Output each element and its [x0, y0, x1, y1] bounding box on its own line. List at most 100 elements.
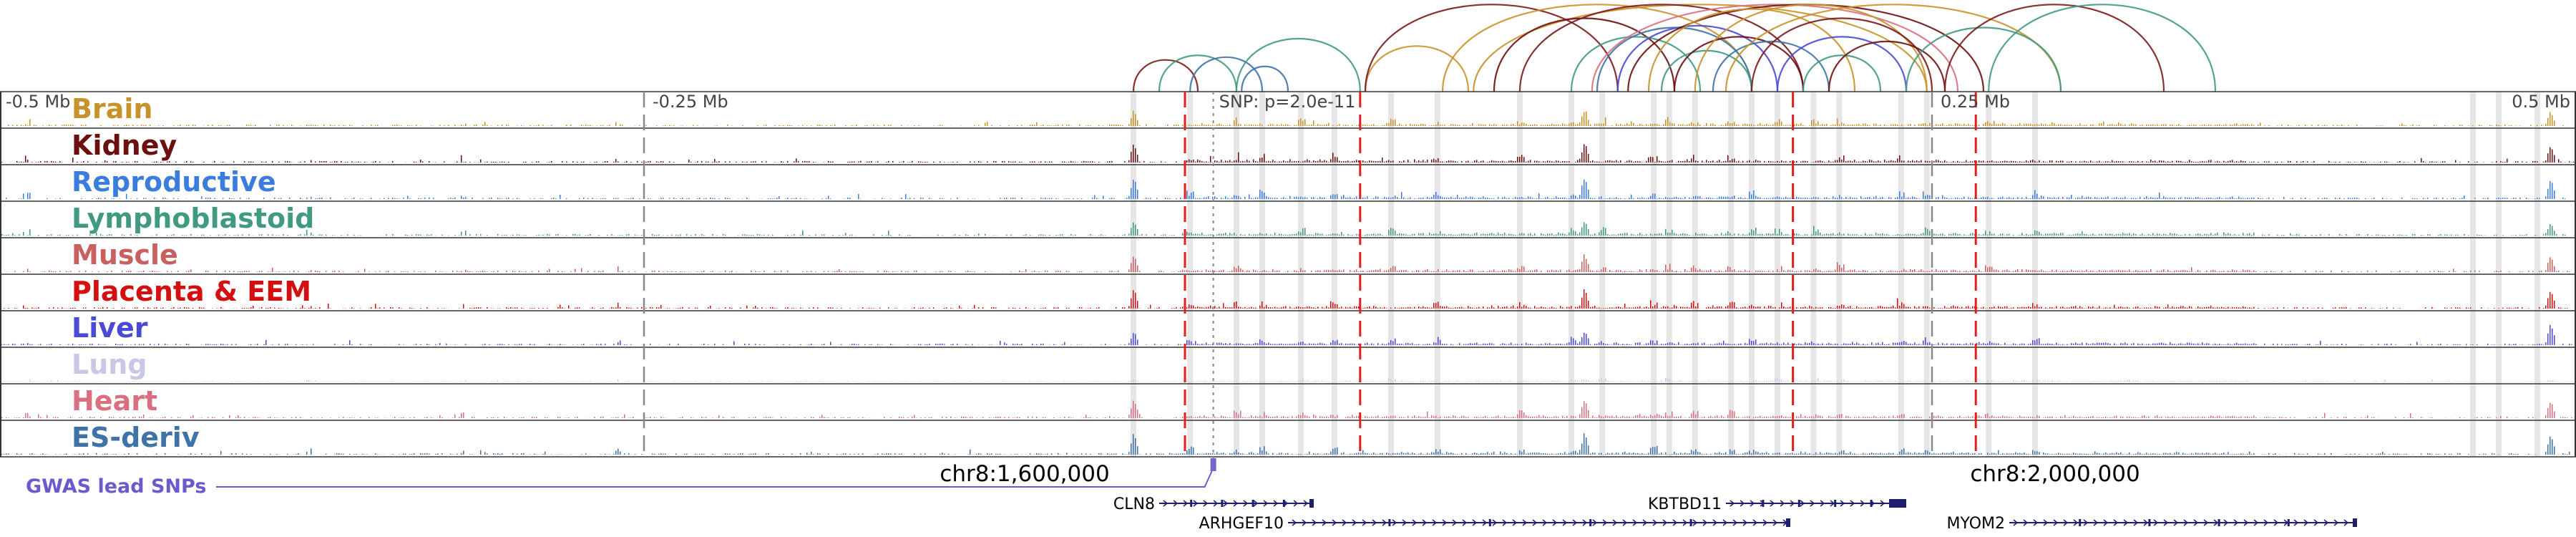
gene-strand-arrows	[1292, 519, 1788, 526]
vertical-lines	[643, 92, 1977, 461]
gene-name: CLN8	[1113, 495, 1155, 513]
axis: -0.5 Mb -0.25 Mb 0.25 Mb 0.5 Mb SNP: p=2.0e-…	[6, 92, 2570, 112]
track-reproductive: Reproductive	[0, 164, 2576, 199]
track-signal	[0, 289, 2576, 309]
loop-arc	[1943, 4, 2165, 92]
loop-arc	[1828, 40, 1946, 92]
loop-arc	[1241, 65, 1289, 92]
track-signal	[0, 377, 2576, 382]
gene-name: MYOM2	[1946, 515, 2005, 533]
track-lymphoblastoid: Lymphoblastoid	[0, 200, 2576, 236]
gene-exon	[2218, 519, 2220, 526]
axis-tick-label: 0.5 Mb	[2512, 92, 2570, 112]
track-heart: Heart	[0, 383, 2576, 419]
loop-arc	[1776, 36, 1908, 92]
gene-exon	[1797, 500, 1800, 507]
track-brain: Brain	[0, 91, 2576, 127]
tracks-layer: Brain Kidney Reproductive Lymphoblastoid Mus…	[0, 91, 2576, 458]
gene-exon	[1488, 519, 1491, 526]
track-label: Brain	[72, 93, 152, 125]
gene-exon	[2287, 519, 2290, 526]
gene-exon	[1762, 500, 1765, 507]
track-label: Reproductive	[72, 166, 276, 198]
gene-exon	[1221, 500, 1224, 507]
gene-exon	[1388, 519, 1391, 526]
loop-arc	[1364, 45, 1470, 92]
bottom-annotations: GWAS lead SNPs chr8:1,600,000 chr8:2,000,0…	[26, 458, 2357, 533]
gene-myom2: MYOM2	[1946, 515, 2357, 533]
track-es-deriv: ES-deriv	[0, 420, 2576, 455]
loop-arc	[1694, 4, 1928, 92]
axis-tick-label: -0.25 Mb	[653, 92, 728, 112]
loop-arc	[1905, 26, 2062, 92]
track-kidney: Kidney	[0, 127, 2576, 163]
loop-arc	[1616, 24, 1779, 92]
gene-exon	[1190, 500, 1193, 507]
loop-arc	[1235, 37, 1361, 92]
gene-cln8: CLN8	[1113, 495, 1314, 513]
loop-arc	[1750, 17, 1933, 92]
gene-exon	[1889, 499, 1906, 508]
track-label: Heart	[72, 385, 157, 417]
track-label: Lymphoblastoid	[72, 203, 314, 234]
loop-arc	[1493, 17, 1676, 92]
gwas-snp-marker	[1210, 458, 1216, 471]
track-label: Liver	[72, 312, 148, 344]
gwas-connector	[216, 470, 1213, 488]
loop-arc	[1473, 4, 1928, 92]
gene-name: ARHGEF10	[1199, 515, 1284, 533]
track-label: Placenta & EEM	[72, 276, 311, 307]
gene-kbtbd11: KBTBD11	[1648, 495, 1906, 513]
track-label: Lung	[72, 349, 147, 380]
axis-tick-label: 0.25 Mb	[1941, 92, 2010, 112]
gene-exon	[1282, 500, 1285, 507]
loops-layer	[1132, 4, 2217, 92]
loop-arc	[1189, 56, 1264, 92]
gene-name: KBTBD11	[1648, 495, 1722, 513]
track-placenta-eem: Placenta & EEM	[0, 274, 2576, 309]
gene-exon	[1834, 500, 1837, 507]
track-signal	[0, 254, 2576, 272]
gene-exon	[2353, 518, 2357, 527]
gene-exon	[1786, 518, 1790, 527]
gene-strand-arrows	[2013, 519, 2349, 526]
loop-arc	[1647, 8, 1856, 92]
track-label: ES-deriv	[72, 422, 200, 453]
loop-arc	[1988, 4, 2217, 92]
loop-arc	[1158, 54, 1238, 92]
track-muscle: Muscle	[0, 237, 2576, 272]
gene-strand-arrows	[1163, 500, 1309, 507]
gene-exon	[2079, 519, 2082, 526]
track-signal	[0, 110, 2576, 127]
track-liver: Liver	[0, 310, 2576, 345]
track-signal	[0, 179, 2576, 199]
loop-arc	[1364, 4, 1619, 92]
loop-arc	[1712, 40, 1830, 92]
track-signal	[0, 433, 2576, 455]
loop-arc	[1802, 54, 1882, 92]
gene-arhgef10: ARHGEF10	[1199, 515, 1790, 533]
track-label: Muscle	[72, 239, 178, 271]
gene-exon	[1309, 499, 1314, 508]
track-signal	[0, 144, 2576, 163]
loop-arc	[1518, 4, 1805, 92]
track-signal	[0, 400, 2576, 419]
track-signal	[0, 222, 2576, 236]
gene-exon	[1589, 519, 1592, 526]
snp-annotation: SNP: p=2.0e-11	[1219, 92, 1356, 112]
axis-tick-label: -0.5 Mb	[6, 92, 70, 112]
loop-arc	[1570, 36, 1702, 92]
gene-exon	[1689, 519, 1692, 526]
coordinate-label: chr8:1,600,000	[940, 461, 1109, 487]
gene-exon	[2148, 519, 2151, 526]
loop-arc	[1132, 59, 1199, 92]
loop-arc	[1591, 4, 1959, 92]
loop-arc	[1673, 36, 1805, 92]
gwas-label: GWAS lead SNPs	[26, 475, 206, 498]
track-signal	[0, 324, 2576, 345]
gene-exon	[1870, 500, 1873, 507]
track-lung: Lung	[0, 347, 2576, 382]
gene-exon	[1252, 500, 1254, 507]
track-label: Kidney	[72, 130, 177, 161]
